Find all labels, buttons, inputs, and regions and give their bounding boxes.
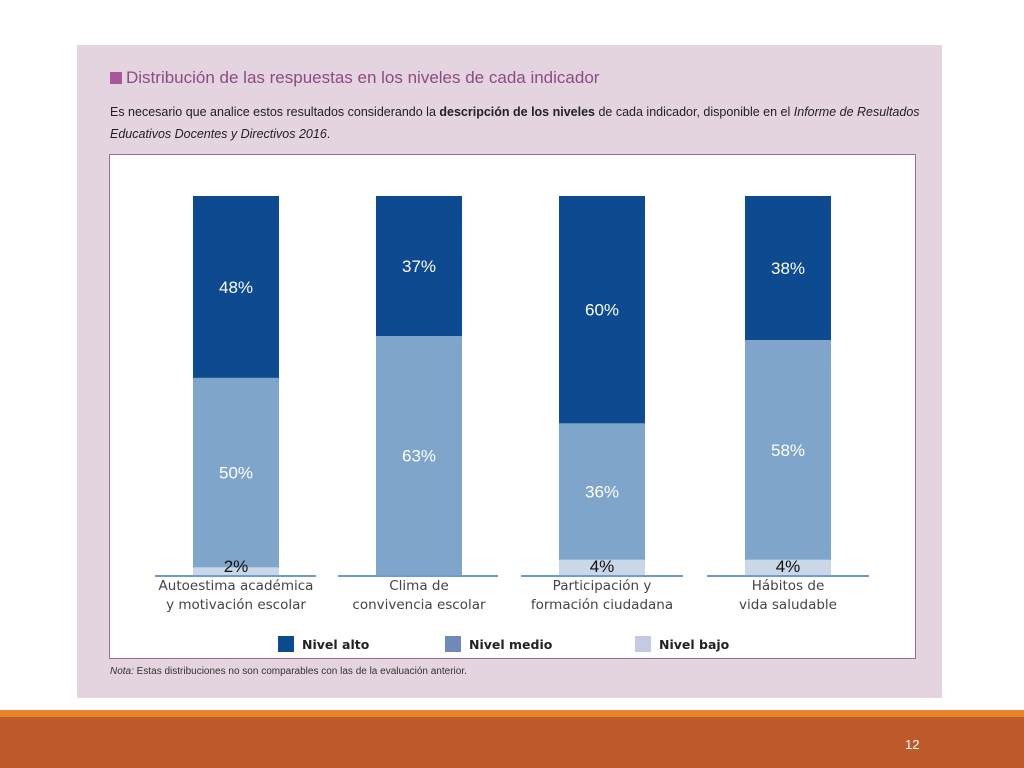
data-label: 4% [590,557,615,576]
category-label: convivencia escolar [352,597,486,613]
bar-segment-nivel-medio [745,340,831,560]
intro-end: . [326,127,331,141]
legend-label: Nivel alto [302,637,370,652]
bar-segment-nivel-alto [745,196,831,341]
bar-segment-nivel-medio [193,377,279,568]
bar-segment-nivel-medio [559,423,645,560]
data-label: 36% [585,483,619,502]
category-label: Hábitos de [752,578,825,594]
chart-title: Distribución de las respuestas en los ni… [110,68,599,88]
intro-paragraph: Es necesario que analice estos resultado… [110,101,925,145]
footer-bar [0,717,1024,768]
category-label: vida saludable [739,597,837,613]
legend-swatch [278,636,294,652]
footer-accent-line [0,710,1024,717]
legend-label: Nivel medio [469,637,553,652]
note-label: Nota: [110,666,134,677]
intro-text-2: de cada indicador, disponible en el [595,105,794,119]
bar-segment-nivel-medio [376,336,462,575]
intro-bold-text: descripción de los niveles [439,105,595,119]
data-label: 4% [776,557,801,576]
legend-label: Nivel bajo [659,637,730,652]
category-label: y motivación escolar [166,597,306,613]
chart-title-text: Distribución de las respuestas en los ni… [126,68,600,87]
page-number: 12 [905,737,920,752]
data-label: 63% [402,447,436,466]
legend-swatch [635,636,651,652]
legend-swatch [445,636,461,652]
stacked-bar-chart: 48% 50% 2% Autoestima académica y motivación… [155,196,869,652]
data-label: 2% [224,557,249,576]
intro-report-name: Informe de Resultados Educativos Docente… [110,105,920,141]
category-label: Clima de [389,578,449,594]
intro-text: Es necesario que analice estos resultado… [110,105,440,119]
data-label: 38% [771,259,805,278]
data-label: 37% [402,257,436,276]
note-text: Estas distribuciones no son comparables … [133,666,467,677]
category-label: formación ciudadana [531,597,673,613]
bar-segment-nivel-alto [376,196,462,337]
data-label: 50% [219,464,253,483]
category-label: Autoestima académica [159,578,314,594]
category-label: Participación y [553,578,652,594]
title-square-icon [110,72,122,84]
note: Nota: Estas distribuciones no son compar… [110,666,467,677]
data-label: 58% [771,441,805,460]
bar-segment-nivel-alto [193,196,279,378]
bar-segment-nivel-bajo [745,559,831,575]
data-label: 48% [219,278,253,297]
bar-segment-nivel-bajo [193,567,279,575]
bar-segment-nivel-alto [559,196,645,424]
chart-box: 48% 50% 2% Autoestima académica y motivación… [109,154,916,659]
data-label: 60% [585,301,619,320]
bar-segment-nivel-bajo [559,559,645,575]
